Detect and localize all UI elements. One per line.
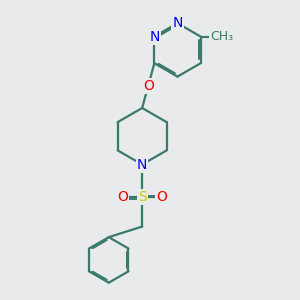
Text: CH₃: CH₃ — [210, 30, 233, 43]
Text: S: S — [138, 190, 146, 204]
Text: O: O — [117, 190, 128, 204]
Text: O: O — [156, 190, 167, 204]
Text: N: N — [172, 16, 183, 30]
Text: N: N — [149, 29, 160, 44]
Text: O: O — [143, 79, 154, 93]
Text: N: N — [137, 158, 147, 172]
